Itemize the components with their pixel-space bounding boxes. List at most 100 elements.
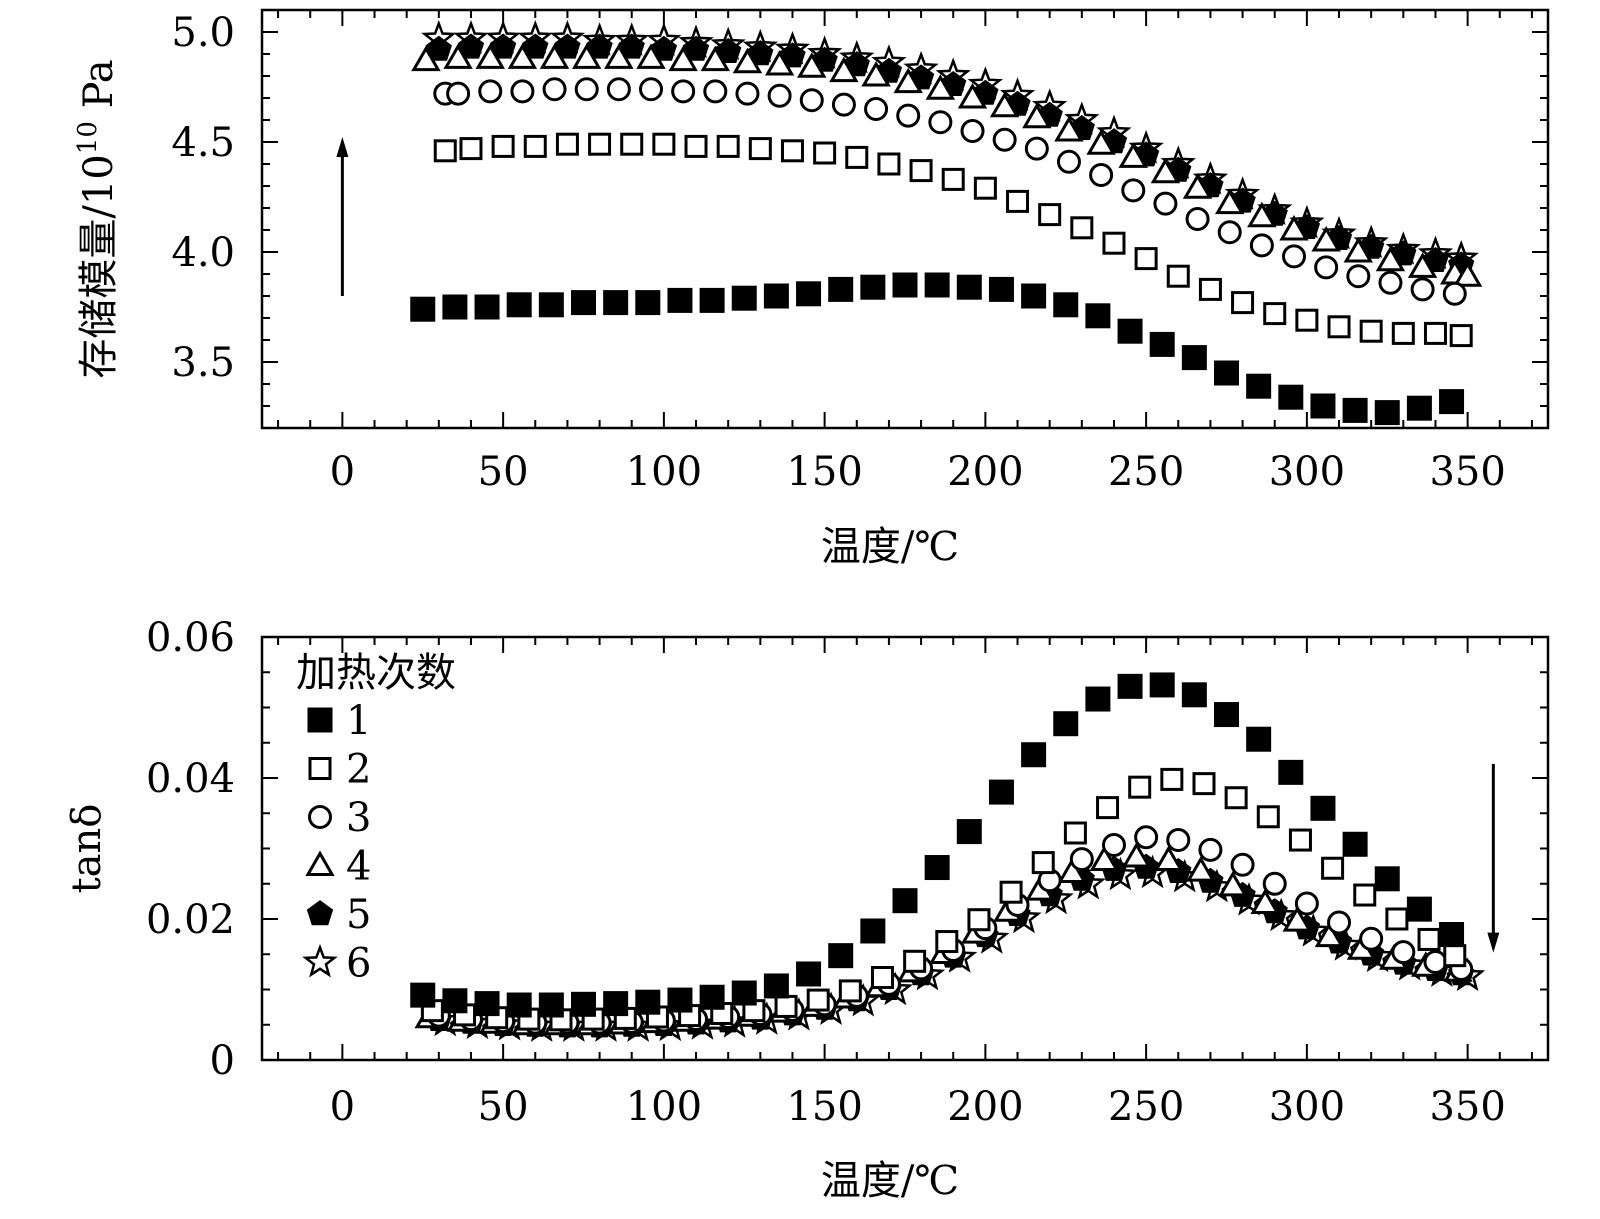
data-point-series-2 [523,134,547,158]
data-point-series-2 [870,966,894,990]
data-point-series-4 [925,74,956,100]
data-point-series-1 [571,290,596,316]
data-point-series-4 [1452,261,1483,287]
y-tick-label: 0 [210,1038,235,1084]
data-point-series-1 [1181,345,1207,371]
legend-label-2: 2 [346,747,371,793]
data-point-series-1 [1149,672,1175,698]
data-point-series-2 [555,132,579,156]
data-point-series-3 [1346,264,1371,289]
x-tick-label: 250 [1108,1084,1184,1130]
data-point-series-4 [1118,142,1148,168]
data-point-series-3 [1327,910,1352,935]
data-point-series-1 [1342,831,1368,857]
data-point-series-3 [735,81,760,106]
data-point-series-1 [1117,318,1143,344]
data-point-series-3 [639,77,664,102]
data-point-series-2 [1423,321,1447,345]
data-point-series-4 [829,56,859,83]
data-point-series-4 [668,45,698,72]
data-point-series-4 [475,43,505,69]
series-1 [410,672,1465,1018]
data-point-series-2 [1417,927,1441,951]
data-point-series-4 [700,45,730,72]
data-point-series-4 [604,43,634,69]
data-point-series-4 [539,43,570,69]
data-point-series-2 [1166,264,1190,288]
data-point-series-4 [1407,252,1438,278]
data-point-series-3 [1024,136,1049,161]
data-point-series-3 [960,119,985,143]
series-1 [410,272,1465,426]
x-axis-title: 温度/℃ [821,1158,959,1204]
data-point-series-1 [1278,384,1304,410]
data-point-series-2 [1327,315,1351,339]
data-point-series-3 [1198,837,1223,862]
data-point-series-3 [896,103,921,128]
data-point-series-1 [1278,759,1304,785]
data-point-series-1 [860,274,886,300]
x-tick-label: 350 [1429,1084,1505,1130]
legend-label-6: 6 [346,941,371,987]
data-point-series-3 [1262,871,1287,896]
data-point-series-3 [1101,832,1126,857]
data-point-series-1 [796,961,822,987]
data-point-series-1 [892,888,918,914]
data-point-series-1 [988,779,1014,805]
data-point-series-2 [1449,324,1473,348]
data-point-series-1 [603,991,629,1017]
data-point-series-5 [618,33,645,59]
y-axis-title: 存储模量/1010 Pa [73,59,122,378]
data-point-series-2 [967,908,991,932]
data-point-series-2 [1198,277,1222,301]
data-point-series-3 [1442,281,1467,306]
data-point-series-4 [1121,841,1152,868]
data-point-series-1 [1053,711,1079,737]
data-point-series-1 [410,982,436,1008]
data-point-series-1 [1181,682,1207,708]
data-point-series-5 [425,35,452,61]
data-point-series-1 [988,276,1014,302]
legend-label-1: 1 [346,698,371,744]
data-point-series-1 [1246,373,1272,399]
data-point-series-2 [845,145,869,169]
data-point-series-1 [956,274,982,300]
y-tick-label: 0.04 [146,756,235,802]
data-point-series-3 [703,79,728,104]
x-tick-label: 100 [626,449,702,495]
x-tick-label: 200 [947,1084,1023,1130]
data-point-series-2 [1102,231,1126,255]
x-tick-label: 200 [947,449,1023,495]
data-point-series-1 [506,992,532,1018]
legend-label-4: 4 [346,844,371,890]
x-tick-label: 300 [1269,449,1345,495]
legend-label-3: 3 [346,795,371,841]
data-point-series-4 [1279,214,1309,241]
data-point-series-2 [1263,302,1287,326]
data-point-series-3 [1423,950,1448,975]
data-point-series-2 [491,134,515,158]
data-point-series-2 [1321,856,1345,880]
data-point-series-2 [909,159,933,183]
data-point-series-2 [748,137,772,161]
data-point-series-1 [763,973,789,999]
legend-label-5: 5 [346,892,371,938]
data-point-series-5 [715,37,742,63]
x-tick-label: 300 [1269,1084,1345,1130]
data-point-series-1 [924,272,950,298]
data-point-series-4 [861,61,891,87]
data-point-series-3 [767,83,792,108]
data-point-series-2 [1096,796,1120,820]
data-point-series-2 [1006,189,1030,213]
data-point-series-2 [838,979,862,1003]
data-point-series-1 [635,290,661,316]
data-point-series-1 [1085,686,1111,712]
data-point-series-3 [1282,244,1307,269]
data-point-series-1 [1021,283,1047,309]
data-point-series-4 [1314,921,1345,948]
data-point-series-2 [1288,828,1312,852]
data-point-series-2 [1231,291,1255,315]
chart-panel-2: 0 50 100 150 200 250 300 350 0 0.02 0.04 0.06 温度/℃ ta… [64,615,1550,1204]
data-point-series-1 [763,283,789,309]
data-point-series-1 [1149,331,1175,357]
